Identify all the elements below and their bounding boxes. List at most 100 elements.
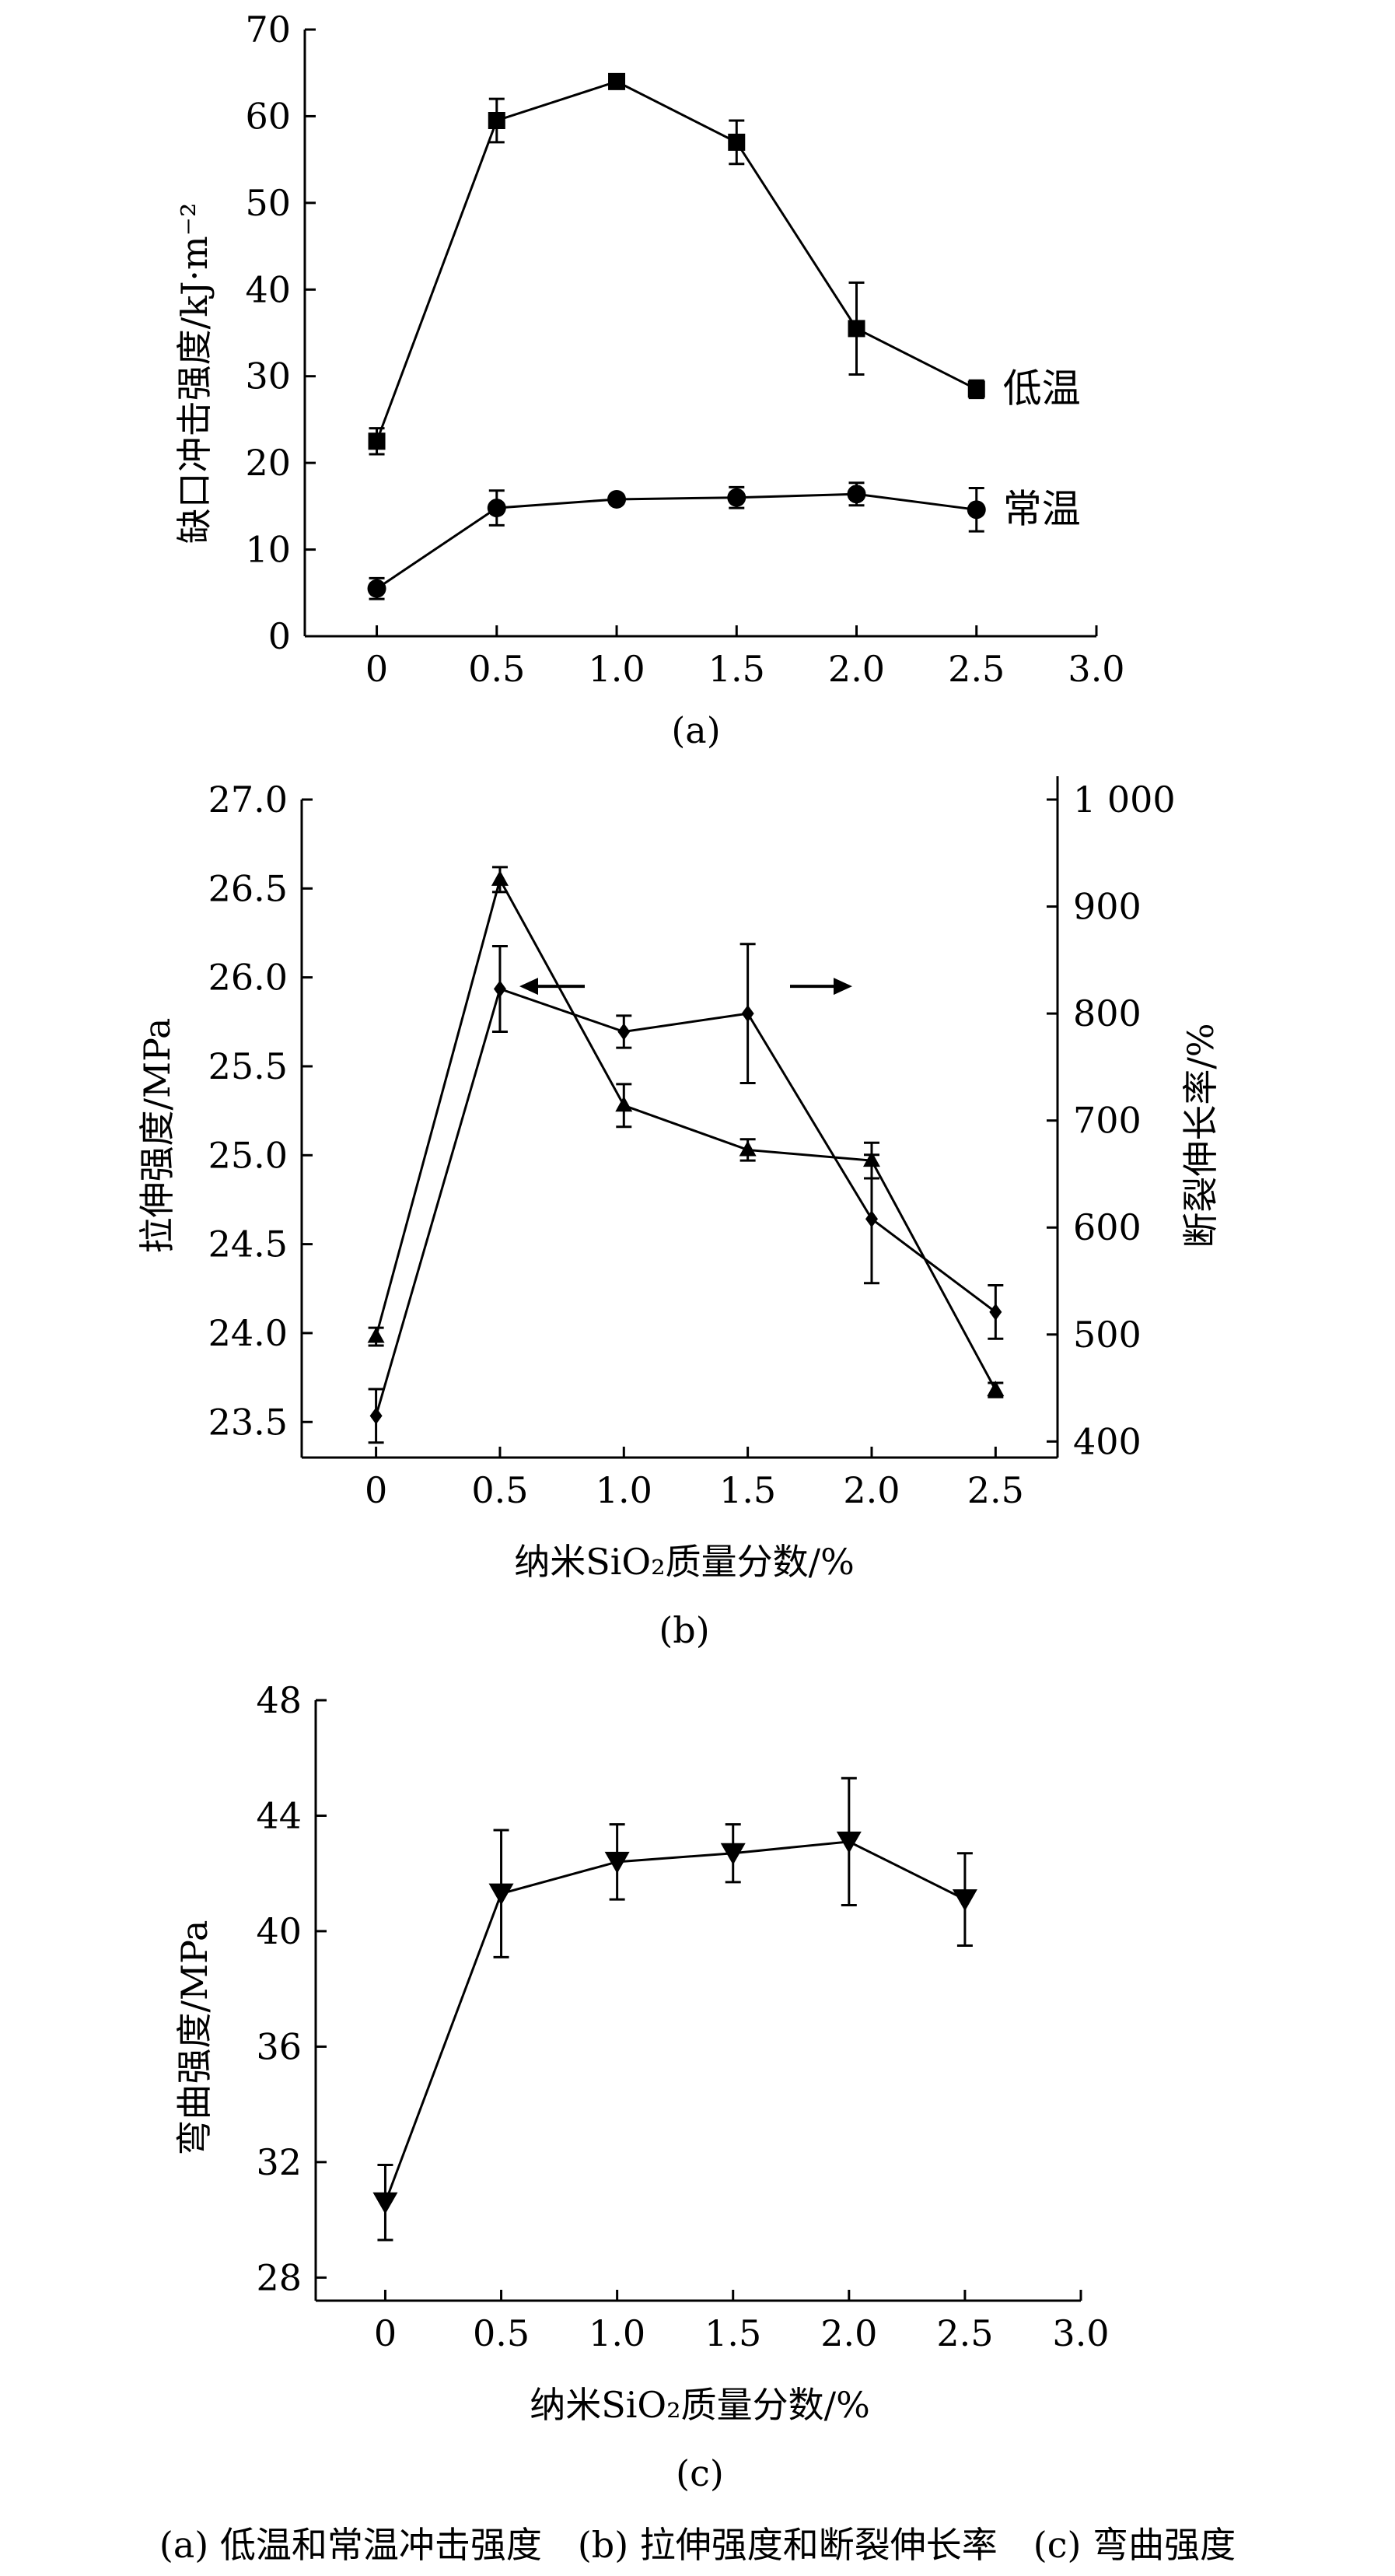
y-tick-label: 28 xyxy=(256,2256,302,2298)
x-tick-label: 0.5 xyxy=(468,648,525,690)
x-tick-label: 2.5 xyxy=(936,2312,993,2354)
x-tick-label: 1.5 xyxy=(704,2312,761,2354)
series-line xyxy=(376,80,977,442)
y-tick-label: 0 xyxy=(268,615,291,657)
panel-c-label: (c) xyxy=(676,2452,724,2494)
x-tick-label: 1.0 xyxy=(589,2312,645,2354)
data-point xyxy=(617,1023,631,1041)
panel-a-y-axis-label: 缺口冲击强度/kJ·m⁻² xyxy=(173,203,215,544)
panel-c-x-axis-label: 纳米SiO₂质量分数/% xyxy=(530,2384,870,2426)
data-point xyxy=(493,980,506,998)
data-point xyxy=(372,2192,398,2214)
y-tick-label: 50 xyxy=(245,182,291,224)
panel-b-x-axis-label: 纳米SiO₂质量分数/% xyxy=(514,1541,855,1583)
y-tick-label: 30 xyxy=(245,355,291,397)
series-line xyxy=(375,876,997,1391)
y-tick-label: 24.5 xyxy=(208,1223,288,1265)
series-label: 常温 xyxy=(1003,486,1081,531)
x-tick-label: 2.5 xyxy=(948,648,1005,690)
x-tick-label: 0 xyxy=(374,2312,397,2354)
data-point xyxy=(368,432,386,450)
series-line xyxy=(375,987,997,1416)
y-tick-label: 27.0 xyxy=(208,779,288,821)
data-point xyxy=(491,870,509,886)
data-point xyxy=(836,1831,862,1853)
y-tick-label: 20 xyxy=(245,442,291,484)
y-tick-label: 70 xyxy=(245,9,291,51)
y-tick-label-right: 500 xyxy=(1073,1314,1142,1356)
panel-a-label: (a) xyxy=(671,709,720,751)
panel-b-plot-area: 23.5 24.0 24.5 25.0 25.5 26.0 26.5 27.0 400 500 60… xyxy=(208,776,1176,1511)
data-point xyxy=(967,500,986,520)
panel-b-y-axis-label: 拉伸强度/MPa xyxy=(136,1018,178,1254)
data-point xyxy=(607,489,627,509)
y-tick-label: 25.0 xyxy=(208,1134,288,1176)
data-point xyxy=(727,488,746,507)
data-point xyxy=(848,320,865,338)
data-point xyxy=(739,1140,757,1157)
x-tick-label: 3.0 xyxy=(1068,648,1124,690)
y-tick-label-right: 700 xyxy=(1073,1100,1142,1142)
data-point xyxy=(967,380,985,398)
data-point xyxy=(847,485,866,504)
data-point xyxy=(608,72,626,90)
y-tick-label: 36 xyxy=(256,2025,302,2067)
data-point xyxy=(369,1407,383,1425)
y-tick-label: 26.5 xyxy=(208,867,288,909)
y-tick-label: 44 xyxy=(256,1794,302,1836)
panel-c-flexural: 28 32 36 40 44 48 0 0.5 1.0 1.5 2.0 2.5 3.0 弯曲强度/MPa… xyxy=(173,1679,1110,2494)
x-tick-label: 0.5 xyxy=(473,2312,530,2354)
y-tick-label-right: 1 000 xyxy=(1073,779,1176,821)
data-point xyxy=(728,133,746,151)
panel-b-label: (b) xyxy=(659,1609,709,1651)
data-point xyxy=(488,1883,514,1906)
data-point xyxy=(604,1851,630,1874)
x-tick-label: 2.5 xyxy=(967,1469,1024,1511)
y-tick-label: 40 xyxy=(256,1910,302,1952)
data-point xyxy=(720,1843,746,1865)
y-tick-label: 60 xyxy=(245,95,291,137)
panel-b-tensile: 23.5 24.0 24.5 25.0 25.5 26.0 26.5 27.0 400 500 60… xyxy=(136,776,1222,1651)
panel-b-y-axis-label-right: 断裂伸长率/% xyxy=(1180,1023,1222,1248)
x-tick-label: 0 xyxy=(365,648,388,690)
x-tick-label: 1.5 xyxy=(708,648,765,690)
data-point xyxy=(367,1327,385,1343)
data-point xyxy=(615,1096,633,1112)
x-tick-label: 2.0 xyxy=(843,1469,900,1511)
panel-c-y-axis-label: 弯曲强度/MPa xyxy=(173,1920,215,2156)
data-point xyxy=(487,499,506,518)
series-label: 低温 xyxy=(1003,366,1081,411)
left-axis-arrow-head xyxy=(519,978,538,996)
data-point xyxy=(952,1889,977,1912)
figure-caption: (a) 低温和常温冲击强度 (b) 拉伸强度和断裂伸长率 (c) 弯曲强度 xyxy=(159,2524,1236,2566)
data-point xyxy=(987,1381,1005,1397)
data-point xyxy=(488,112,505,129)
right-axis-arrow-head xyxy=(834,978,852,996)
series-line xyxy=(384,1840,966,2203)
x-tick-label: 3.0 xyxy=(1052,2312,1109,2354)
y-tick-label: 24.0 xyxy=(208,1312,288,1354)
x-tick-label: 0 xyxy=(365,1469,387,1511)
y-tick-label: 10 xyxy=(245,529,291,571)
series-line xyxy=(376,492,977,590)
y-tick-label: 25.5 xyxy=(208,1045,288,1087)
y-tick-label: 48 xyxy=(256,1679,302,1721)
y-tick-label-right: 400 xyxy=(1073,1420,1142,1462)
panel-c-plot-area: 28 32 36 40 44 48 0 0.5 1.0 1.5 2.0 2.5 3.0 xyxy=(256,1679,1109,2354)
y-tick-label-right: 900 xyxy=(1073,886,1142,928)
data-point xyxy=(865,1210,878,1228)
y-tick-label: 26.0 xyxy=(208,957,288,999)
x-tick-label: 1.5 xyxy=(719,1469,776,1511)
y-tick-label: 40 xyxy=(245,268,291,310)
data-point xyxy=(741,1005,754,1023)
data-point xyxy=(989,1303,1002,1321)
x-tick-label: 2.0 xyxy=(820,2312,877,2354)
x-tick-label: 1.0 xyxy=(588,648,645,690)
data-point xyxy=(367,579,386,598)
x-tick-label: 1.0 xyxy=(596,1469,652,1511)
y-tick-label-right: 800 xyxy=(1073,992,1142,1034)
y-tick-label-right: 600 xyxy=(1073,1206,1142,1248)
